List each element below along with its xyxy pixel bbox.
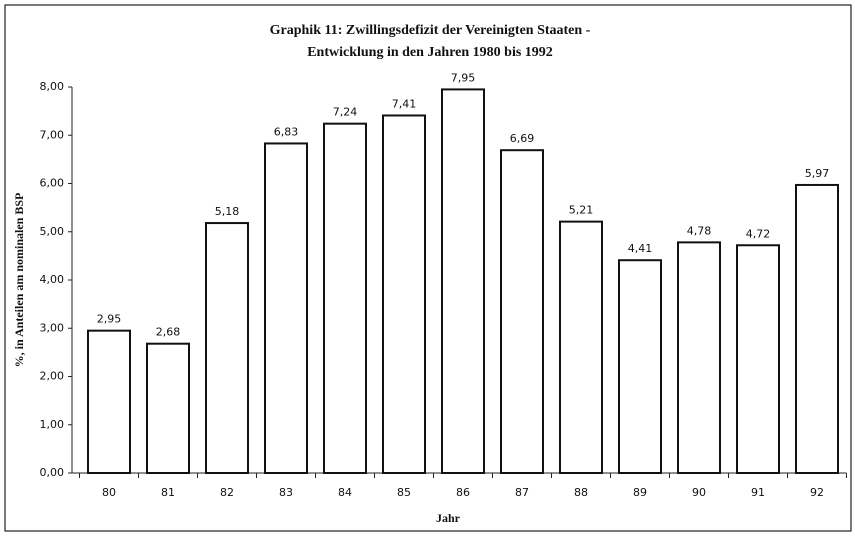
bar: [559, 220, 603, 474]
bar: [500, 149, 544, 475]
value-label: 5,97: [805, 167, 830, 180]
value-label: 7,41: [392, 97, 417, 110]
x-tick-label: 91: [751, 486, 765, 499]
x-tick-label: 86: [456, 486, 470, 499]
x-tick-label: 89: [633, 486, 647, 499]
y-tick-label: 6,00: [40, 177, 65, 190]
value-label: 6,83: [274, 125, 299, 138]
value-label: 2,68: [156, 326, 181, 339]
value-label: 7,24: [333, 106, 358, 119]
x-tick-label: 83: [279, 486, 293, 499]
y-axis-label: %, in Anteilen am nominalen BSP: [12, 193, 26, 368]
x-axis-label: Jahr: [436, 511, 461, 525]
y-tick-label: 7,00: [40, 128, 65, 141]
y-tick-label: 1,00: [40, 418, 65, 431]
value-label: 4,72: [746, 227, 771, 240]
x-tick-label: 87: [515, 486, 529, 499]
y-tick-label: 5,00: [40, 225, 65, 238]
value-label: 4,78: [687, 224, 712, 237]
x-tick-label: 90: [692, 486, 706, 499]
bar: [264, 142, 308, 474]
y-tick-label: 0,00: [40, 466, 65, 479]
x-tick-label: 92: [810, 486, 824, 499]
y-tick-label: 4,00: [40, 273, 65, 286]
y-tick-label: 3,00: [40, 321, 65, 334]
y-tick-label: 8,00: [40, 80, 65, 93]
x-tick-label: 80: [102, 486, 116, 499]
value-label: 4,41: [628, 242, 653, 255]
bar: [87, 329, 131, 474]
bar: [677, 241, 721, 474]
bar: [441, 88, 485, 474]
x-tick-label: 85: [397, 486, 411, 499]
chart-title: Entwicklung in den Jahren 1980 bis 1992: [307, 45, 553, 60]
value-label: 7,95: [451, 71, 476, 84]
value-label: 6,69: [510, 132, 535, 145]
bar: [736, 244, 780, 474]
value-label: 2,95: [97, 313, 122, 326]
x-tick-label: 81: [161, 486, 175, 499]
value-label: 5,21: [569, 204, 594, 217]
x-tick-label: 84: [338, 486, 352, 499]
bar: [382, 114, 426, 474]
x-tick-label: 82: [220, 486, 234, 499]
bar: [618, 259, 662, 474]
x-tick-label: 88: [574, 486, 588, 499]
chart-title: Graphik 11: Zwillingsdefizit der Vereini…: [270, 23, 591, 38]
bar: [323, 122, 367, 474]
y-tick-label: 2,00: [40, 370, 65, 383]
frame: [4, 4, 852, 532]
bar: [795, 183, 839, 474]
bar: [146, 342, 190, 474]
value-label: 5,18: [215, 205, 240, 218]
bar: [205, 222, 249, 474]
